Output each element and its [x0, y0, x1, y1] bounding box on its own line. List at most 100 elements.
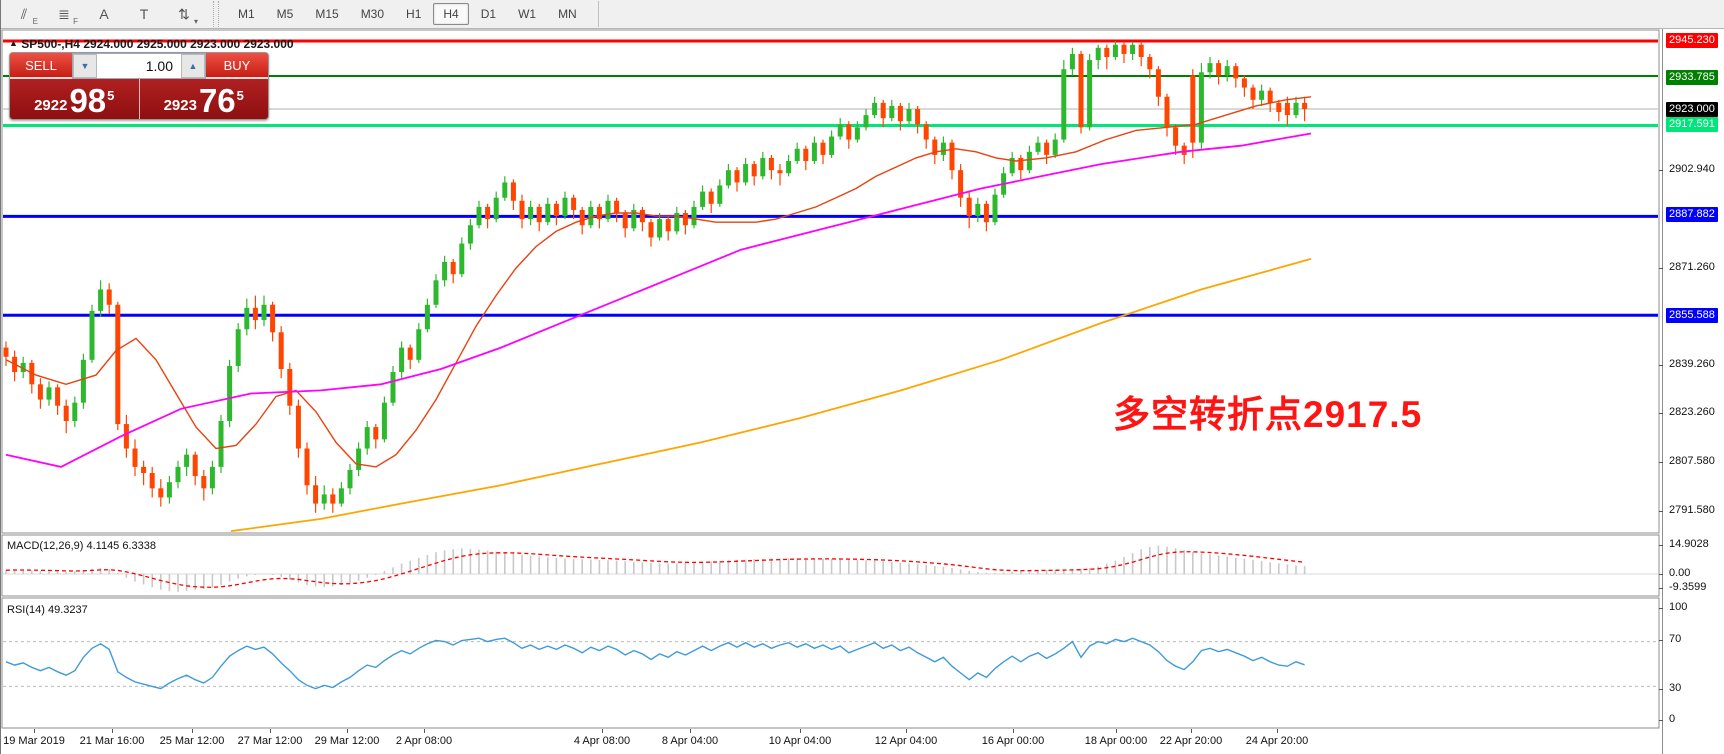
candle-body: [373, 427, 379, 440]
candle-body: [313, 485, 319, 504]
axis-tick: [1659, 574, 1663, 575]
timeframe-w1-button[interactable]: W1: [518, 7, 537, 21]
time-axis-tick: [424, 729, 425, 733]
equidistant-channel-icon[interactable]: ⫽ E: [20, 5, 38, 27]
candle-body: [244, 307, 250, 330]
candle-body: [20, 362, 26, 373]
candle-body: [433, 280, 439, 305]
candle-body: [98, 289, 104, 311]
candle-body: [889, 105, 895, 119]
axis-tick: [1659, 545, 1663, 546]
candle-body: [201, 476, 207, 489]
candle-body: [287, 369, 293, 406]
time-axis-tick: [1191, 729, 1192, 733]
drawing-tools-group: ⫽ E ≣ F A T ⇅ ▾: [1, 2, 201, 27]
axis-tick: [1659, 462, 1663, 463]
candle-body: [820, 142, 826, 155]
sell-button[interactable]: SELL: [10, 53, 72, 79]
candle-body: [829, 136, 835, 155]
text-box-icon[interactable]: T: [139, 6, 149, 22]
candle-body: [734, 170, 740, 183]
buy-price-fraction: 5: [236, 88, 244, 103]
candle-body: [760, 157, 766, 177]
candle-body: [467, 225, 473, 244]
candle-body: [270, 304, 276, 333]
candle-body: [786, 161, 792, 174]
candle-body: [966, 197, 972, 217]
sell-price-fraction: 5: [107, 88, 115, 103]
rsi-pane: [1, 597, 1660, 729]
candle-body: [1207, 63, 1213, 73]
candle-body: [46, 387, 52, 400]
time-axis[interactable]: 19 Mar 2019 21 Mar 16:00 25 Mar 12:00 27 Ma…: [2, 729, 1660, 753]
macd-pane: [1, 534, 1660, 597]
shapes-dropdown-icon[interactable]: ⇅ ▾: [178, 5, 198, 27]
candle-body: [923, 124, 929, 140]
price-axis-label-70: 70: [1669, 633, 1682, 645]
candle-body: [631, 209, 637, 229]
chart-canvas[interactable]: [1, 29, 1662, 729]
timeframe-h4-button[interactable]: H4: [433, 3, 469, 25]
candle-body: [1130, 44, 1136, 54]
candle-body: [235, 329, 241, 366]
candle-body: [803, 148, 809, 162]
time-axis-tick: [270, 729, 271, 733]
candle-body: [949, 142, 955, 171]
candle-body: [571, 197, 577, 210]
time-axis-label: 2 Apr 08:00: [395, 735, 453, 747]
candle-body: [1284, 102, 1290, 116]
candle-body: [639, 209, 645, 223]
timeframe-d1-button[interactable]: D1: [480, 7, 497, 21]
buy-button[interactable]: BUY: [206, 53, 268, 79]
buy-price[interactable]: 2923 76 5: [140, 79, 269, 119]
time-axis-tick: [1116, 729, 1117, 733]
ohlc-high: 2925.000: [136, 37, 187, 51]
candle-body: [166, 482, 172, 498]
volume-input[interactable]: 1.00: [97, 54, 181, 78]
sell-price-pips: 98: [69, 82, 107, 120]
time-axis-label: 27 Mar 12:00: [237, 735, 303, 747]
axis-tick: [1659, 170, 1663, 171]
timeframe-m30-button[interactable]: M30: [360, 7, 385, 21]
candle-body: [261, 304, 267, 321]
ma-fast-red: [5, 96, 1312, 468]
candle-body: [1164, 96, 1170, 128]
candle-body: [149, 473, 155, 489]
candle-body: [1267, 90, 1273, 103]
timeframe-m5-button[interactable]: M5: [276, 7, 294, 21]
time-axis-tick: [690, 729, 691, 733]
chart-shift-marker-icon[interactable]: ▲: [9, 38, 18, 48]
time-axis-label: 8 Apr 04:00: [661, 735, 719, 747]
candle-body: [1112, 44, 1118, 57]
fibonacci-icon[interactable]: ≣ F: [58, 5, 78, 27]
candle-body: [1087, 60, 1093, 128]
ma-medium-magenta: [5, 132, 1312, 468]
main-pane: [1, 29, 1660, 534]
sell-price[interactable]: 2922 98 5: [10, 79, 140, 119]
candle-body: [983, 203, 989, 223]
price-axis-label-2855.588: 2855.588: [1666, 308, 1718, 323]
candle-body: [588, 206, 594, 226]
timeframe-m15-button[interactable]: M15: [315, 7, 339, 21]
timeframe-mn-button[interactable]: MN: [558, 7, 577, 21]
price-axis[interactable]: 2945.230 2933.785 2923.000 2917.591 2902.940…: [1659, 29, 1724, 754]
candle-body: [1052, 139, 1058, 155]
candle-body: [1061, 69, 1067, 140]
candle-body: [106, 289, 112, 305]
timeframe-h1-button[interactable]: H1: [406, 7, 422, 21]
candle-body: [1104, 47, 1110, 57]
candle-body: [1044, 142, 1050, 155]
candle-body: [1018, 157, 1024, 171]
candle-body: [1276, 102, 1282, 113]
candle-body: [717, 185, 723, 204]
volume-increase-button[interactable]: ▲: [181, 54, 205, 78]
candle-body: [708, 191, 714, 204]
candle-body: [3, 347, 9, 357]
time-axis-tick: [906, 729, 907, 733]
timeframe-m1-button[interactable]: M1: [238, 7, 255, 21]
text-label-icon[interactable]: A: [99, 6, 109, 22]
candle-body: [218, 421, 224, 467]
time-axis-tick: [347, 729, 348, 733]
volume-decrease-button[interactable]: ▼: [73, 54, 97, 78]
ohlc-open: 2924.000: [83, 37, 134, 51]
